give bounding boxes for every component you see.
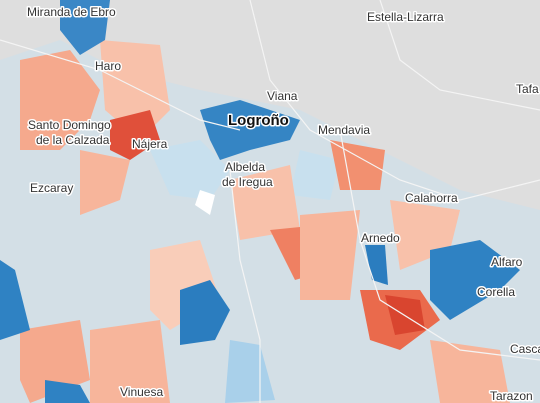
region — [100, 40, 170, 140]
region — [230, 165, 300, 240]
region — [195, 190, 215, 215]
place-label: Logroño — [228, 112, 289, 129]
region — [60, 0, 110, 55]
region — [430, 340, 510, 403]
region — [225, 340, 275, 403]
place-label: Albelda — [225, 160, 265, 174]
region — [0, 260, 30, 340]
region — [300, 210, 360, 300]
place-label: Casca — [510, 342, 540, 356]
place-label: Nájera — [132, 137, 168, 151]
region — [20, 50, 100, 150]
place-label: Tarazon — [490, 389, 533, 403]
region — [430, 240, 520, 320]
place-label: de Iregua — [222, 175, 273, 189]
place-label: Santo Domingo — [28, 118, 111, 132]
region — [110, 110, 160, 160]
region — [45, 380, 90, 403]
region — [150, 140, 230, 200]
road — [249, 0, 540, 201]
place-label: Miranda de Ebro — [27, 5, 116, 19]
place-label: Tafa — [516, 82, 539, 96]
place-label: Calahorra — [405, 191, 458, 205]
place-label: Estella-Lizarra — [367, 10, 444, 24]
place-label: Ezcaray — [30, 181, 73, 195]
region — [20, 320, 90, 403]
place-label: Vinuesa — [120, 385, 163, 399]
road — [229, 169, 261, 403]
region — [180, 280, 230, 345]
place-label: Haro — [95, 59, 121, 73]
road — [379, 0, 540, 111]
region — [200, 100, 300, 160]
place-label: de la Calzada — [36, 133, 110, 147]
region — [365, 245, 388, 285]
road — [0, 39, 241, 131]
place-label: Corella — [477, 285, 515, 299]
place-label: Arnedo — [361, 231, 400, 245]
place-label: Mendavia — [318, 123, 370, 137]
region — [80, 150, 130, 215]
place-label: Alfaro — [491, 255, 523, 269]
labels: Miranda de Ebro Estella-Lizarra Tafa Har… — [26, 4, 540, 403]
road — [339, 129, 540, 361]
region — [290, 150, 340, 200]
place-label: Viana — [267, 89, 298, 103]
region — [90, 320, 170, 403]
